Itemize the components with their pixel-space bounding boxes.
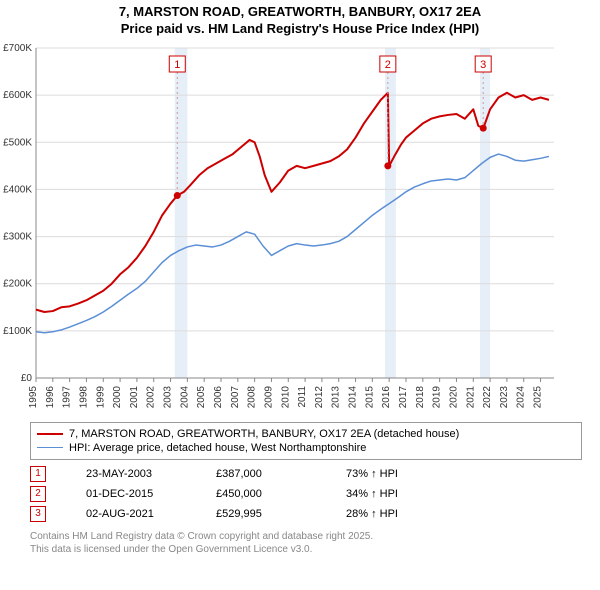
svg-text:2025: 2025 — [533, 385, 544, 408]
svg-text:2017: 2017 — [398, 385, 409, 408]
legend: 7, MARSTON ROAD, GREATWORTH, BANBURY, OX… — [30, 422, 582, 460]
marker-price: £450,000 — [216, 488, 306, 500]
svg-text:£300K: £300K — [3, 231, 32, 242]
svg-text:2005: 2005 — [196, 385, 207, 408]
marker-price: £387,000 — [216, 468, 306, 480]
svg-text:2008: 2008 — [247, 385, 258, 408]
svg-text:1998: 1998 — [78, 385, 89, 408]
title-line-2: Price paid vs. HM Land Registry's House … — [0, 21, 600, 38]
svg-text:£100K: £100K — [3, 326, 32, 337]
legend-label-hpi: HPI: Average price, detached house, West… — [69, 442, 366, 454]
svg-text:£600K: £600K — [3, 90, 32, 101]
svg-text:2018: 2018 — [415, 385, 426, 408]
footer: Contains HM Land Registry data © Crown c… — [30, 530, 582, 556]
svg-text:£400K: £400K — [3, 184, 32, 195]
marker-row: 2 01-DEC-2015 £450,000 34% ↑ HPI — [30, 484, 582, 504]
svg-text:2: 2 — [385, 59, 391, 71]
legend-label-property: 7, MARSTON ROAD, GREATWORTH, BANBURY, OX… — [69, 428, 459, 440]
marker-date: 01-DEC-2015 — [86, 488, 176, 500]
svg-text:2013: 2013 — [331, 385, 342, 408]
svg-text:2024: 2024 — [516, 385, 527, 408]
marker-number-box: 2 — [30, 486, 46, 502]
svg-text:2022: 2022 — [482, 385, 493, 408]
svg-text:2023: 2023 — [499, 385, 510, 408]
svg-text:£200K: £200K — [3, 278, 32, 289]
marker-number-box: 1 — [30, 466, 46, 482]
svg-text:2012: 2012 — [314, 385, 325, 408]
chart-plot: £0 £100K £200K £300K £400K £500K £600K £700K 199… — [0, 38, 600, 418]
marker-price: £529,995 — [216, 508, 306, 520]
svg-text:3: 3 — [480, 59, 486, 71]
svg-text:2004: 2004 — [179, 385, 190, 408]
marker-date: 23-MAY-2003 — [86, 468, 176, 480]
svg-text:1997: 1997 — [62, 385, 73, 408]
svg-text:2003: 2003 — [163, 385, 174, 408]
marker-date: 02-AUG-2021 — [86, 508, 176, 520]
svg-text:2006: 2006 — [213, 385, 224, 408]
svg-text:2020: 2020 — [448, 385, 459, 408]
svg-text:2001: 2001 — [129, 385, 140, 408]
legend-swatch-hpi — [37, 447, 63, 448]
svg-text:2000: 2000 — [112, 385, 123, 408]
svg-text:2021: 2021 — [465, 385, 476, 408]
svg-text:1996: 1996 — [45, 385, 56, 408]
svg-text:2010: 2010 — [280, 385, 291, 408]
marker-table: 1 23-MAY-2003 £387,000 73% ↑ HPI 2 01-DEC-201… — [30, 464, 582, 524]
marker-pct: 28% ↑ HPI — [346, 508, 436, 520]
marker-number-box: 3 — [30, 506, 46, 522]
marker-row: 3 02-AUG-2021 £529,995 28% ↑ HPI — [30, 504, 582, 524]
marker-pct: 73% ↑ HPI — [346, 468, 436, 480]
legend-row-hpi: HPI: Average price, detached house, West… — [37, 441, 575, 455]
svg-text:1: 1 — [174, 59, 180, 71]
svg-text:£500K: £500K — [3, 137, 32, 148]
chart-title: 7, MARSTON ROAD, GREATWORTH, BANBURY, OX… — [0, 0, 600, 38]
marker-pct: 34% ↑ HPI — [346, 488, 436, 500]
svg-text:2019: 2019 — [432, 385, 443, 408]
svg-text:£700K: £700K — [3, 43, 32, 54]
svg-text:1995: 1995 — [28, 385, 39, 408]
svg-text:2015: 2015 — [364, 385, 375, 408]
title-line-1: 7, MARSTON ROAD, GREATWORTH, BANBURY, OX… — [0, 4, 600, 21]
svg-text:2016: 2016 — [381, 385, 392, 408]
chart-svg: £0 £100K £200K £300K £400K £500K £600K £700K 199… — [0, 38, 600, 418]
chart-container: 7, MARSTON ROAD, GREATWORTH, BANBURY, OX… — [0, 0, 600, 556]
legend-row-property: 7, MARSTON ROAD, GREATWORTH, BANBURY, OX… — [37, 427, 575, 441]
svg-text:2014: 2014 — [348, 385, 359, 408]
footer-line-1: Contains HM Land Registry data © Crown c… — [30, 530, 582, 543]
svg-text:2011: 2011 — [297, 385, 308, 407]
svg-text:2002: 2002 — [146, 385, 157, 408]
svg-text:2007: 2007 — [230, 385, 241, 408]
svg-text:1999: 1999 — [95, 385, 106, 408]
legend-swatch-property — [37, 433, 63, 435]
footer-line-2: This data is licensed under the Open Gov… — [30, 543, 582, 556]
svg-text:£0: £0 — [21, 373, 33, 384]
svg-text:2009: 2009 — [263, 385, 274, 408]
marker-row: 1 23-MAY-2003 £387,000 73% ↑ HPI — [30, 464, 582, 484]
